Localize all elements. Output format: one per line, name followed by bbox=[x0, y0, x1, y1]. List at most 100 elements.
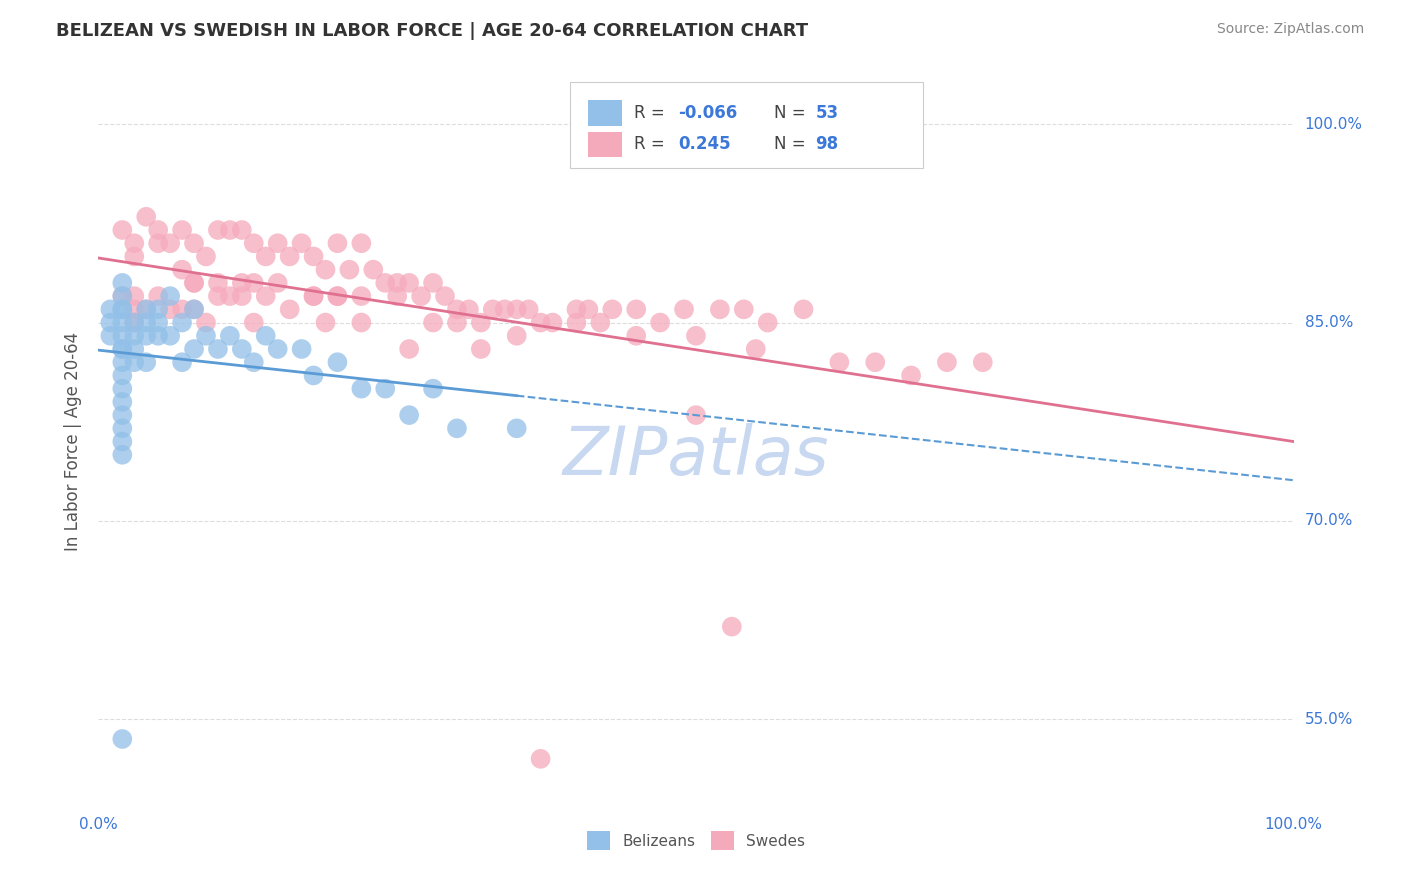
Point bbox=[111, 395, 134, 409]
Point bbox=[326, 355, 349, 369]
Point bbox=[135, 210, 157, 224]
Point bbox=[195, 316, 218, 330]
Point bbox=[363, 262, 385, 277]
Point bbox=[111, 328, 134, 343]
Point bbox=[267, 342, 290, 356]
Text: -0.066: -0.066 bbox=[678, 104, 737, 122]
Text: N =: N = bbox=[773, 104, 806, 122]
Point bbox=[900, 368, 922, 383]
Point bbox=[148, 289, 170, 303]
Point bbox=[494, 302, 516, 317]
Point bbox=[315, 262, 337, 277]
Point bbox=[148, 302, 170, 317]
Point bbox=[733, 302, 755, 317]
Text: 98: 98 bbox=[815, 136, 838, 153]
Point bbox=[195, 250, 218, 264]
Point bbox=[685, 328, 707, 343]
Point bbox=[148, 236, 170, 251]
Point bbox=[207, 276, 229, 290]
Point bbox=[828, 355, 851, 369]
Point bbox=[219, 223, 242, 237]
Point bbox=[278, 250, 301, 264]
Point bbox=[148, 328, 170, 343]
Legend: Belizeans, Swedes: Belizeans, Swedes bbox=[581, 825, 811, 856]
Point bbox=[231, 223, 253, 237]
Point bbox=[602, 302, 624, 317]
Point bbox=[302, 289, 325, 303]
Point bbox=[936, 355, 959, 369]
Point bbox=[326, 236, 349, 251]
Point bbox=[267, 276, 290, 290]
Text: Source: ZipAtlas.com: Source: ZipAtlas.com bbox=[1216, 22, 1364, 37]
Point bbox=[685, 408, 707, 422]
Point bbox=[124, 355, 146, 369]
Point bbox=[111, 382, 134, 396]
Text: BELIZEAN VS SWEDISH IN LABOR FORCE | AGE 20-64 CORRELATION CHART: BELIZEAN VS SWEDISH IN LABOR FORCE | AGE… bbox=[56, 22, 808, 40]
Bar bbox=[589, 101, 621, 127]
Text: R =: R = bbox=[634, 136, 665, 153]
Point bbox=[111, 421, 134, 435]
Point bbox=[326, 289, 349, 303]
Point bbox=[793, 302, 815, 317]
Point bbox=[350, 236, 373, 251]
Point bbox=[506, 302, 529, 317]
Point bbox=[124, 328, 146, 343]
Point bbox=[350, 382, 373, 396]
Point bbox=[315, 316, 337, 330]
Point bbox=[865, 355, 887, 369]
Point bbox=[302, 368, 325, 383]
Point bbox=[374, 276, 396, 290]
Point bbox=[243, 236, 266, 251]
Point bbox=[254, 289, 277, 303]
Point bbox=[446, 316, 468, 330]
Point bbox=[111, 448, 134, 462]
Point bbox=[111, 316, 134, 330]
Text: 55.0%: 55.0% bbox=[1305, 712, 1353, 727]
Point bbox=[278, 302, 301, 317]
Point bbox=[98, 302, 122, 317]
Point bbox=[745, 342, 768, 356]
Point bbox=[972, 355, 994, 369]
Point bbox=[124, 236, 146, 251]
Point bbox=[565, 302, 588, 317]
Point bbox=[159, 328, 181, 343]
Point bbox=[111, 731, 134, 746]
Point bbox=[673, 302, 696, 317]
Point bbox=[135, 302, 157, 317]
Point bbox=[648, 316, 672, 330]
Text: 85.0%: 85.0% bbox=[1305, 315, 1353, 330]
Point bbox=[385, 289, 409, 303]
Point bbox=[183, 302, 205, 317]
Point bbox=[111, 223, 134, 237]
Point bbox=[111, 289, 134, 303]
Point bbox=[195, 328, 218, 343]
Point bbox=[398, 408, 420, 422]
Point bbox=[422, 316, 444, 330]
Point bbox=[231, 342, 253, 356]
Point bbox=[626, 328, 648, 343]
Text: R =: R = bbox=[634, 104, 665, 122]
Point bbox=[172, 302, 194, 317]
Point bbox=[231, 289, 253, 303]
Point bbox=[111, 302, 134, 317]
Point bbox=[339, 262, 361, 277]
Point bbox=[231, 276, 253, 290]
Point bbox=[291, 342, 314, 356]
Point bbox=[578, 302, 600, 317]
Point bbox=[124, 289, 146, 303]
Point bbox=[172, 316, 194, 330]
Point bbox=[243, 276, 266, 290]
Point bbox=[398, 276, 420, 290]
Point bbox=[111, 276, 134, 290]
Point bbox=[183, 302, 205, 317]
Point bbox=[411, 289, 433, 303]
Point bbox=[124, 250, 146, 264]
Point bbox=[219, 328, 242, 343]
Point bbox=[470, 342, 492, 356]
Point bbox=[172, 262, 194, 277]
Point bbox=[98, 316, 122, 330]
Text: N =: N = bbox=[773, 136, 806, 153]
Point bbox=[159, 289, 181, 303]
Point bbox=[374, 382, 396, 396]
Point bbox=[302, 289, 325, 303]
